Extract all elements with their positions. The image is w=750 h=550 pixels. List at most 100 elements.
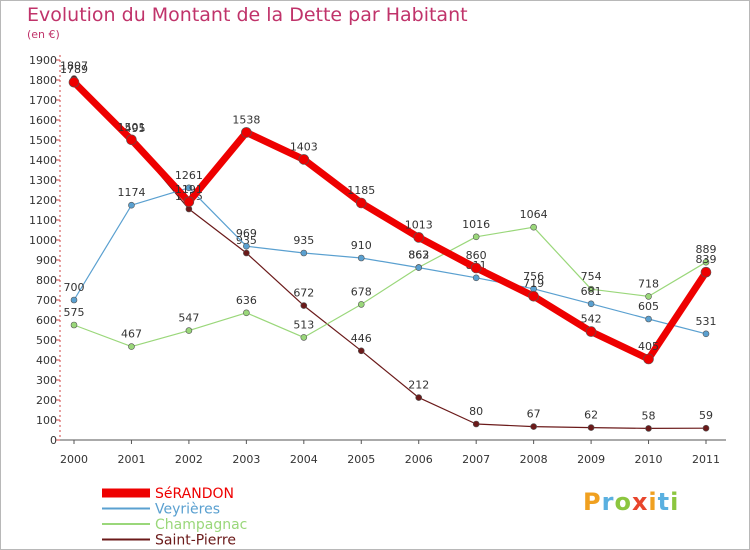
logo-letter: o [614,488,632,516]
x-tick-label: 2001 [117,453,145,466]
x-tick-label: 2000 [60,453,88,466]
y-tick-label: 900 [36,254,57,267]
x-tick-label: 2007 [462,453,490,466]
data-point [530,423,537,430]
y-tick-label: 1800 [29,74,57,87]
y-tick-label: 100 [36,414,57,427]
data-label: 1403 [290,140,318,153]
data-point [530,223,537,231]
data-label: 678 [351,285,372,298]
data-point [415,394,423,401]
data-point [300,302,308,309]
legend-item[interactable]: Champagnac [102,517,247,533]
x-tick-label: 2009 [577,453,605,466]
data-label: 1174 [117,186,145,199]
data-label: 636 [236,294,257,307]
data-label: 1016 [462,218,490,231]
legend-item[interactable]: Veyrières [102,502,220,518]
data-point [645,293,652,300]
data-label: 681 [581,285,602,298]
data-point [70,321,78,329]
y-tick-label: 1500 [29,134,57,147]
data-point [587,285,595,293]
x-tick-label: 2008 [520,453,548,466]
series-line [73,77,707,429]
series-line [70,78,710,363]
data-point [185,327,193,334]
data-point [243,249,250,257]
data-point [702,424,710,432]
x-tick-label: 2003 [232,453,260,466]
data-point [700,266,712,278]
data-point [70,296,78,304]
y-tick-label: 300 [36,374,57,387]
data-label: 1185 [347,184,375,197]
data-point [126,134,137,146]
data-point [415,264,423,271]
data-label: 863 [408,248,429,261]
data-label: 672 [293,287,314,300]
y-tick-label: 1900 [29,54,57,67]
data-label: 935 [293,234,314,247]
data-point [585,326,597,337]
data-label: 1789 [60,63,88,76]
legend-item[interactable]: Saint-Pierre [102,533,236,549]
data-label: 58 [642,409,656,422]
data-label: 700 [64,281,85,294]
y-tick-label: 500 [36,334,57,347]
data-label: 467 [121,328,142,341]
data-point [128,201,135,209]
data-label: 212 [408,379,429,392]
data-label: 756 [523,270,544,283]
x-tick-label: 2010 [635,453,663,466]
chart-subtitle: (en €) [27,28,60,41]
data-label: 513 [293,318,314,331]
data-label: 910 [351,239,372,252]
data-label: 1807 [60,60,88,73]
legend-item[interactable]: SéRANDON [102,486,234,502]
data-label: 446 [351,332,372,345]
data-label: 531 [696,315,717,328]
x-tick-label: 2005 [347,453,375,466]
data-point [357,347,365,355]
y-tick-label: 1000 [29,234,57,247]
data-point [185,184,193,192]
data-point [470,262,482,274]
data-label: 405 [638,340,659,353]
legend-label: Saint-Pierre [155,533,236,549]
data-label: 754 [581,270,602,283]
data-label: 67 [527,408,541,421]
data-label: 1013 [405,218,433,231]
data-label: 1191 [175,183,203,196]
data-point [357,301,365,308]
y-tick-label: 700 [36,294,57,307]
data-point [298,154,310,165]
y-tick-label: 1400 [29,154,57,167]
data-label: 1064 [520,208,548,221]
data-label: 862 [408,249,429,262]
data-point [702,330,710,338]
x-tick-label: 2002 [175,453,203,466]
logo-letter: P [583,488,602,516]
data-point [645,425,652,432]
data-label: 718 [638,277,659,290]
data-point [702,258,710,266]
logo-letter: t [657,488,671,516]
chart-axes: 0 100 200 300 400 500 600 700 800 900 1000 1100 1200… [29,54,726,466]
data-label: 62 [584,409,598,422]
data-label: 575 [64,306,85,319]
data-point [183,196,195,208]
data-label: 1501 [117,121,145,134]
data-point [472,274,480,282]
y-tick-label: 1300 [29,174,57,187]
data-point [528,290,539,302]
y-tick-label: 1100 [29,214,57,227]
proxiti-logo: Proxiti [583,488,679,516]
y-tick-label: 0 [50,434,57,447]
data-label: 889 [696,243,717,256]
x-tick-label: 2004 [290,453,318,466]
series-line [73,187,707,335]
